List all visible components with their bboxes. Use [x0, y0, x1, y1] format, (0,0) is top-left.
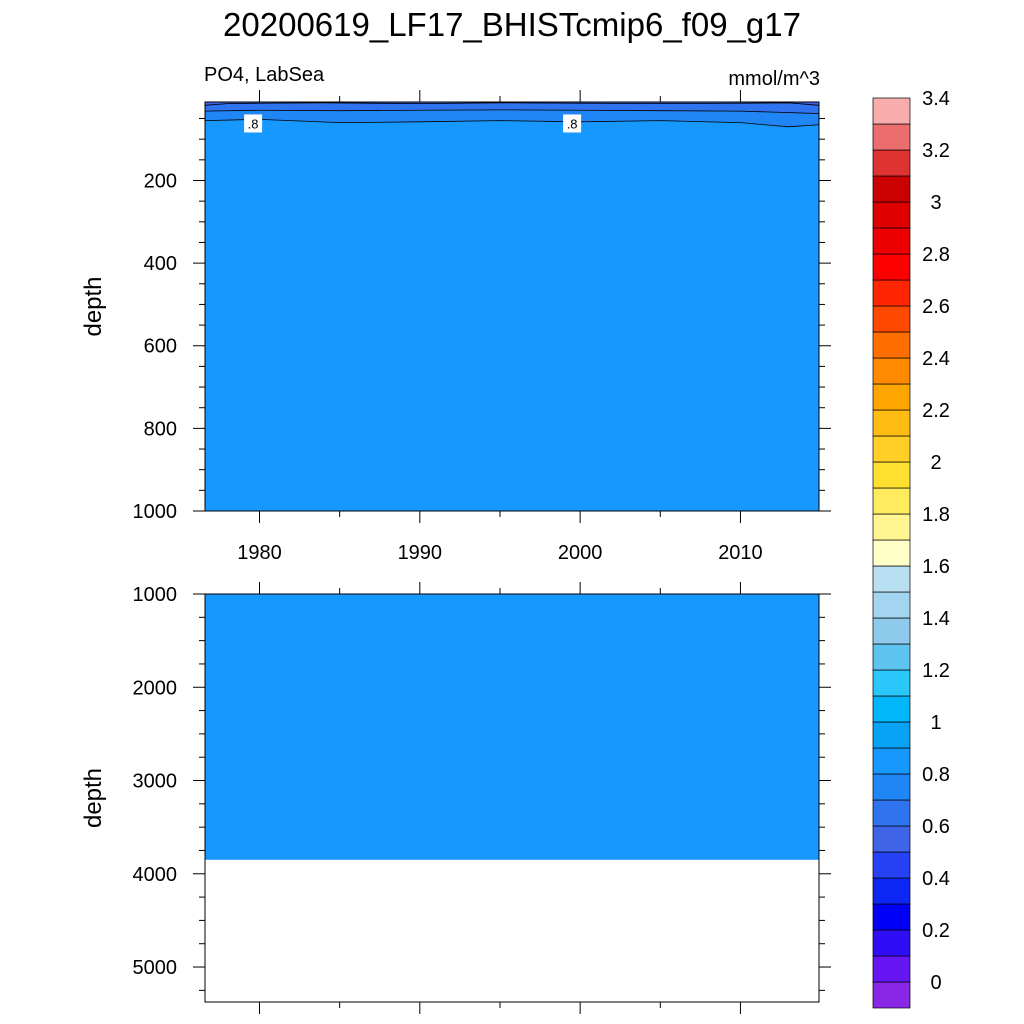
y-tick-label: 4000 [133, 864, 178, 886]
colorbar-swatch [872, 305, 911, 333]
colorbar-swatch [872, 799, 911, 827]
colorbar-swatch [872, 851, 911, 879]
colorbar-swatch [872, 877, 911, 905]
colorbar-swatch [872, 253, 911, 281]
y-tick-label: 1000 [133, 501, 178, 523]
colorbar-swatch [872, 565, 911, 593]
y-axis-label: depth [80, 768, 107, 828]
colorbar-swatch [872, 929, 911, 957]
colorbar-swatch [872, 409, 911, 437]
y-tick-label: 800 [144, 418, 177, 440]
colorbar-label: 0 [930, 972, 941, 994]
contour-label-box [563, 114, 582, 133]
colorbar-swatch [872, 97, 911, 125]
colorbar-swatch [872, 487, 911, 515]
plot-frame [204, 101, 820, 512]
colorbar-swatch [872, 513, 911, 541]
y-axis-label: depth [80, 276, 107, 336]
variable-region-label: PO4, LabSea [204, 64, 325, 86]
y-tick-label: 1000 [133, 584, 178, 606]
colorbar-swatch [872, 123, 911, 151]
colorbar-label: 2.4 [922, 348, 950, 370]
colorbar-label: 2.6 [922, 296, 950, 318]
colorbar-label: 0.4 [922, 868, 950, 890]
panel-lower: 1000 2000 3000 4000 5000 depth [80, 582, 831, 1014]
colorbar-swatch [872, 747, 911, 775]
colorbar-swatch [872, 981, 911, 1009]
plot-frame [204, 593, 820, 1003]
colorbar-label: 1.8 [922, 504, 950, 526]
y-tick-label: 3000 [133, 771, 178, 793]
colorbar-swatch [872, 773, 911, 801]
colorbar-swatch [872, 903, 911, 931]
colorbar-swatch [872, 617, 911, 645]
colorbar-label: 1 [930, 712, 941, 734]
colorbar-swatch [872, 591, 911, 619]
x-tick-label: 2000 [558, 542, 603, 564]
contour-label: .8 [248, 116, 259, 131]
section-fill [205, 102, 819, 511]
colorbar-label: 3.4 [922, 88, 950, 110]
colorbar-label: 2.8 [922, 244, 950, 266]
y-tick-label: 400 [144, 253, 177, 275]
colorbar-swatch [872, 825, 911, 853]
colorbar-swatch [872, 357, 911, 385]
colorbar-swatch [872, 461, 911, 489]
section-fill [205, 594, 819, 860]
chart-title: 20200619_LF17_BHISTcmip6_f09_g17 [223, 6, 801, 43]
colorbar-swatch [872, 227, 911, 255]
colorbar-label: 0.8 [922, 764, 950, 786]
colorbar-swatch [872, 175, 911, 203]
contour-line-0.7 [204, 109, 820, 114]
colorbar-swatch [872, 955, 911, 983]
colorbar-label: 2 [930, 452, 941, 474]
colorbar-swatch [872, 435, 911, 463]
colorbar-swatch [872, 383, 911, 411]
y-tick-label: 200 [144, 170, 177, 192]
colorbar-label: 3.2 [922, 140, 950, 162]
colorbar-label: 3 [930, 192, 941, 214]
y-tick-label: 600 [144, 336, 177, 358]
colorbar-swatch [872, 201, 911, 229]
units-label: mmol/m^3 [728, 68, 820, 90]
y-tick-label: 5000 [133, 957, 178, 979]
panel-upper: .8 .8 1980 1990 2000 2010 200 400 600 800 1000 dept… [80, 90, 831, 564]
contour-line-0.8 [204, 118, 820, 128]
y-tick-label: 2000 [133, 677, 178, 699]
colorbar-swatch [872, 539, 911, 567]
colorbar-swatch [872, 669, 911, 697]
x-tick-label: 1980 [237, 542, 282, 564]
x-tick-label: 2010 [718, 542, 763, 564]
colorbar-swatch [872, 149, 911, 177]
colorbar-swatch [872, 695, 911, 723]
colorbar-label: 0.6 [922, 816, 950, 838]
x-tick-label: 1990 [398, 542, 443, 564]
contour-label: .8 [567, 116, 578, 131]
colorbar-label: 0.2 [922, 920, 950, 942]
colorbar-swatch [872, 721, 911, 749]
colorbar-swatch [872, 643, 911, 671]
colorbar-swatch [872, 279, 911, 307]
contour-line-0.6 [204, 102, 820, 106]
contour-label-box [244, 114, 263, 133]
colorbar: 0 0.2 0.4 0.6 0.8 1 1.2 1.4 1.6 1.8 2 2.2 2.4 2.6 2.8 3… [872, 88, 950, 1009]
colorbar-label: 1.4 [922, 608, 950, 630]
colorbar-label: 1.6 [922, 556, 950, 578]
colorbar-label: 2.2 [922, 400, 950, 422]
colorbar-swatch [872, 331, 911, 359]
colorbar-label: 1.2 [922, 660, 950, 682]
